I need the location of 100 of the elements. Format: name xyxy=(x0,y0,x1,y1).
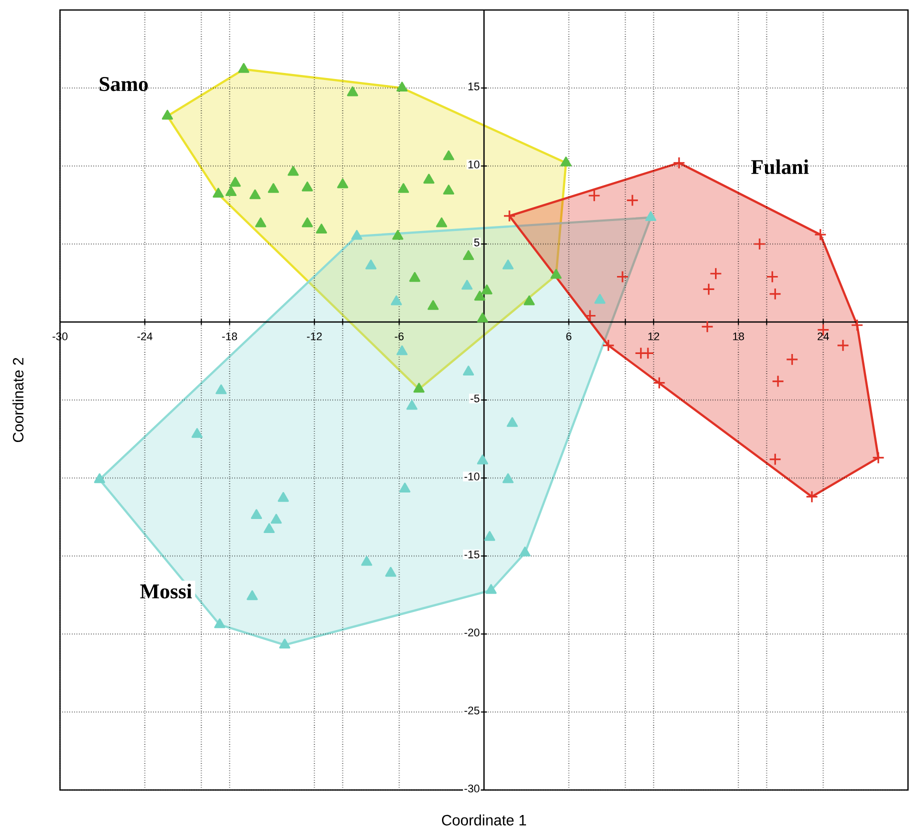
point xyxy=(602,339,615,352)
point xyxy=(396,82,408,92)
point xyxy=(316,224,328,234)
point xyxy=(225,186,237,196)
point xyxy=(503,210,516,222)
point xyxy=(255,217,266,228)
point xyxy=(214,618,226,628)
point xyxy=(462,366,474,376)
x-tick-label: 24 xyxy=(818,332,829,340)
point xyxy=(192,428,203,438)
point xyxy=(550,268,562,279)
x-tick-label: 18 xyxy=(733,332,744,340)
point xyxy=(396,345,408,356)
point xyxy=(461,280,473,290)
point xyxy=(238,62,250,73)
point xyxy=(390,295,402,306)
point xyxy=(443,150,454,160)
point xyxy=(250,509,262,519)
point xyxy=(268,183,279,193)
point xyxy=(652,376,666,390)
point xyxy=(361,556,372,566)
point xyxy=(216,384,227,394)
point xyxy=(428,300,439,310)
x-tick-label: 6 xyxy=(566,332,572,340)
point xyxy=(477,454,488,464)
x-tick-label: -18 xyxy=(222,332,238,340)
point xyxy=(626,194,639,207)
point xyxy=(351,230,362,240)
point xyxy=(392,230,404,240)
point xyxy=(474,290,486,301)
y-tick-label: -30 xyxy=(464,784,480,792)
y-tick-label: -10 xyxy=(464,472,480,480)
y-tick-label: 10 xyxy=(468,160,480,168)
point xyxy=(423,174,434,184)
point xyxy=(385,566,396,577)
point xyxy=(302,217,313,228)
point xyxy=(94,473,106,484)
point xyxy=(436,217,448,228)
point xyxy=(753,238,766,250)
point xyxy=(672,156,686,170)
point xyxy=(413,382,425,393)
point xyxy=(766,270,779,284)
y-tick-label: -25 xyxy=(464,706,480,714)
point xyxy=(347,86,358,96)
x-tick-label: -12 xyxy=(306,332,322,340)
point xyxy=(560,156,572,166)
point xyxy=(484,530,496,541)
point xyxy=(642,346,654,360)
point xyxy=(502,260,514,270)
point xyxy=(365,260,376,270)
point xyxy=(710,267,722,280)
point xyxy=(702,282,716,296)
point xyxy=(246,590,258,600)
y-tick-label: -5 xyxy=(470,394,480,402)
text: Fulani xyxy=(751,159,809,174)
point xyxy=(806,490,818,503)
point xyxy=(249,189,261,200)
point xyxy=(850,318,864,332)
point xyxy=(772,374,784,388)
x-tick-label: -6 xyxy=(394,332,404,340)
point xyxy=(594,294,606,304)
y-axis-title: Coordinate 2 xyxy=(12,358,24,442)
point xyxy=(278,492,289,502)
point xyxy=(279,638,290,648)
y-tick-label: 5 xyxy=(474,238,480,246)
point xyxy=(701,320,714,333)
point xyxy=(264,523,275,534)
x-tick-label: -24 xyxy=(137,332,152,340)
point xyxy=(872,451,885,464)
point xyxy=(477,312,488,322)
point xyxy=(786,353,798,366)
point xyxy=(616,270,629,284)
point xyxy=(768,452,782,466)
point xyxy=(399,482,410,492)
point xyxy=(212,188,224,198)
point xyxy=(462,250,474,260)
point xyxy=(230,176,241,187)
point xyxy=(162,110,173,120)
point xyxy=(836,339,850,352)
series-label: Mossi xyxy=(140,584,192,598)
point xyxy=(288,166,299,176)
point xyxy=(302,182,313,192)
point xyxy=(506,417,518,427)
point xyxy=(588,189,601,202)
point xyxy=(481,284,492,294)
x-axis-title: Coordinate 1 xyxy=(442,814,526,826)
series-label: Samo xyxy=(100,77,148,92)
point xyxy=(814,228,827,241)
point xyxy=(519,546,531,556)
point xyxy=(337,178,348,188)
point xyxy=(524,295,535,306)
y-tick-label: -20 xyxy=(464,628,480,636)
point xyxy=(406,400,418,410)
point xyxy=(398,183,409,193)
point xyxy=(584,309,596,322)
point xyxy=(270,514,282,524)
point xyxy=(443,184,454,194)
y-tick-label: -15 xyxy=(464,550,480,558)
y-tick-label: 15 xyxy=(468,82,480,90)
point xyxy=(486,584,497,594)
